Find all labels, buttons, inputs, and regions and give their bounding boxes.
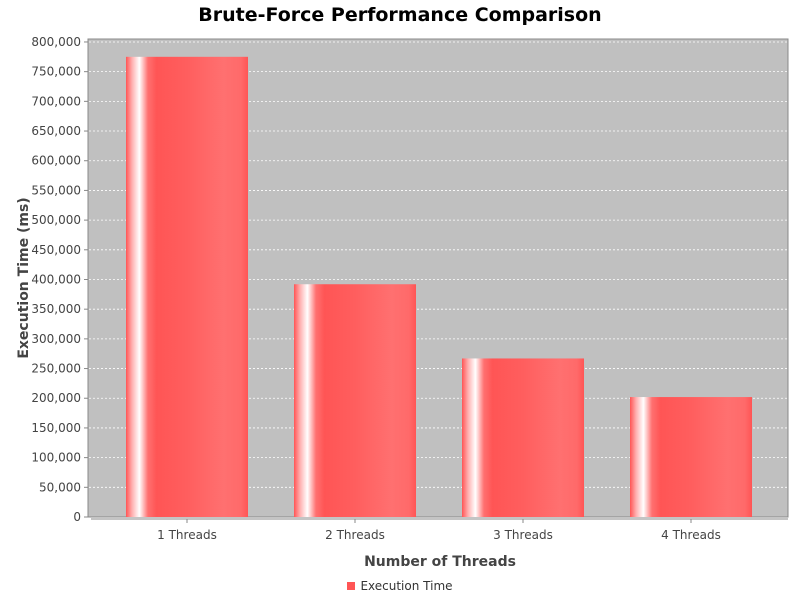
y-tick-label: 100,000 [31,451,81,465]
y-tick-label: 800,000 [31,35,81,49]
y-tick-label: 650,000 [31,124,81,138]
axis-layer: 0 50,000 100,000 150,000 200,000 250,000 300,0… [31,35,788,542]
y-tick-label: 500,000 [31,213,81,227]
y-tick-label: 400,000 [31,272,81,286]
bar-3-threads [462,358,584,517]
bar-layer [126,56,752,518]
chart-title: Brute-Force Performance Comparison [198,4,602,26]
y-tick-label: 300,000 [31,332,81,346]
y-axis-label: Execution Time (ms) [16,197,32,358]
legend: Execution Time [0,579,800,593]
bar-2-threads [294,284,416,517]
y-tick-label: 200,000 [31,391,81,405]
y-tick-label: 150,000 [31,421,81,435]
y-tick-label: 350,000 [31,302,81,316]
y-tick-label: 450,000 [31,243,81,257]
legend-swatch [347,582,356,590]
x-tick-label: 3 Threads [493,528,553,542]
bar-1-threads [126,56,248,518]
y-tick-label: 50,000 [39,480,81,494]
x-axis-label: Number of Threads [364,554,516,570]
x-tick-label: 1 Threads [157,528,217,542]
y-tick-label: 0 [73,510,81,524]
y-tick-label: 750,000 [31,65,81,79]
bar-4-threads [630,397,752,517]
y-tick-label: 550,000 [31,183,81,197]
x-tick-label: 4 Threads [661,528,721,542]
y-tick-label: 600,000 [31,154,81,168]
legend-label: Execution Time [360,579,453,593]
y-tick-label: 700,000 [31,94,81,108]
x-tick-label: 2 Threads [325,528,385,542]
y-tick-label: 250,000 [31,362,81,376]
